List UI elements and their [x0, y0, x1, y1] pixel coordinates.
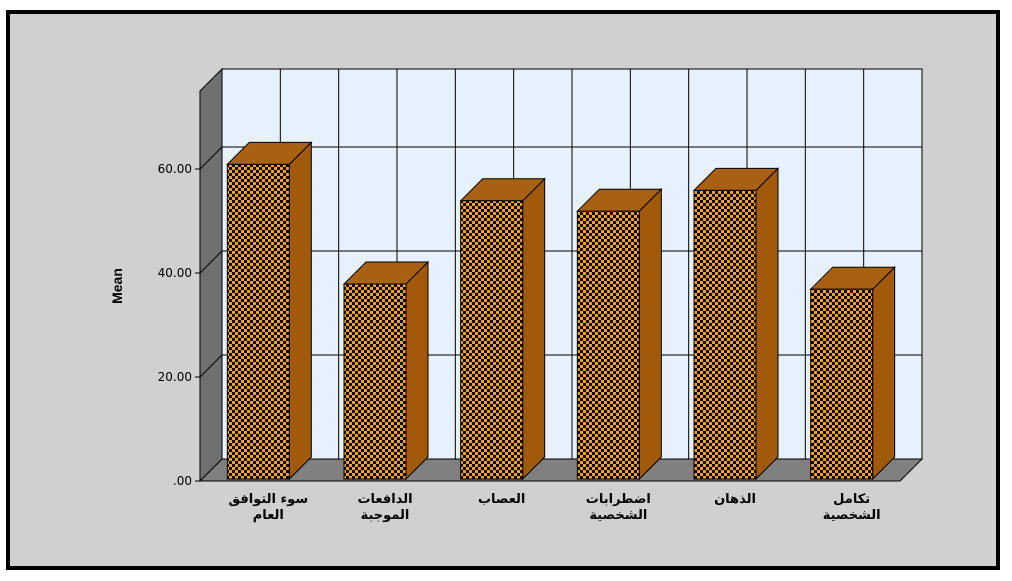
bar-6: [809, 265, 896, 481]
bar-side: [755, 167, 779, 481]
chart-frame: .00 20.00 40.00 60.00 سوء التوافق العام الداف…: [6, 10, 1000, 570]
bars: [226, 141, 896, 481]
bar-front: [810, 288, 874, 480]
y-axis-ticks: .00 20.00 40.00 60.00: [158, 162, 200, 488]
x-category-line: الدافعات: [357, 492, 412, 507]
x-category-line: اضطرابات: [586, 492, 651, 507]
x-category-label: تكامل الشخصية: [823, 492, 881, 523]
bar-side: [872, 265, 896, 481]
side-gridline: [199, 250, 223, 274]
bar-1: [226, 141, 313, 481]
x-category-line: العصاب: [478, 492, 525, 507]
bar-3: [459, 177, 546, 481]
x-category-line: الشخصية: [589, 508, 647, 523]
x-category-label: الذهان: [714, 492, 756, 507]
bar-5: [692, 167, 780, 481]
bar-front: [460, 200, 524, 480]
x-category-label: سوء التوافق العام: [229, 492, 309, 523]
y-tick-label: .00: [173, 474, 192, 488]
side-gridline: [199, 146, 223, 170]
x-category-line: سوء التوافق: [229, 492, 309, 507]
y-tick-label: 60.00: [158, 162, 192, 176]
x-category-label: اضطرابات الشخصية: [586, 492, 651, 523]
bar-front: [343, 283, 407, 480]
bar-2: [342, 260, 430, 481]
y-tick-label: 40.00: [158, 266, 192, 280]
x-category-line: تكامل: [833, 492, 870, 507]
x-category-line: العام: [253, 508, 284, 523]
x-axis-labels: سوء التوافق العام الدافعات الموجبة العصاب اضط…: [229, 492, 881, 523]
y-axis-title: Mean: [109, 268, 125, 304]
bar-front: [693, 189, 757, 480]
bar-chart: .00 20.00 40.00 60.00 سوء التوافق العام الداف…: [109, 67, 924, 523]
x-category-line: الذهان: [714, 492, 756, 507]
bar-side: [288, 141, 312, 481]
bar-side: [405, 260, 429, 481]
y-tick-label: 20.00: [158, 370, 192, 384]
bar-side: [522, 177, 546, 481]
bar-side: [638, 187, 662, 481]
x-category-line: الشخصية: [823, 508, 881, 523]
bar-4: [576, 187, 663, 481]
side-gridline: [199, 354, 223, 378]
x-category-label: الدافعات الموجبة: [357, 492, 412, 523]
x-category-line: الموجبة: [361, 508, 410, 523]
side-wall: [199, 67, 223, 483]
bar-front: [576, 210, 640, 480]
x-category-label: العصاب: [478, 492, 525, 507]
bar-front: [226, 163, 290, 480]
